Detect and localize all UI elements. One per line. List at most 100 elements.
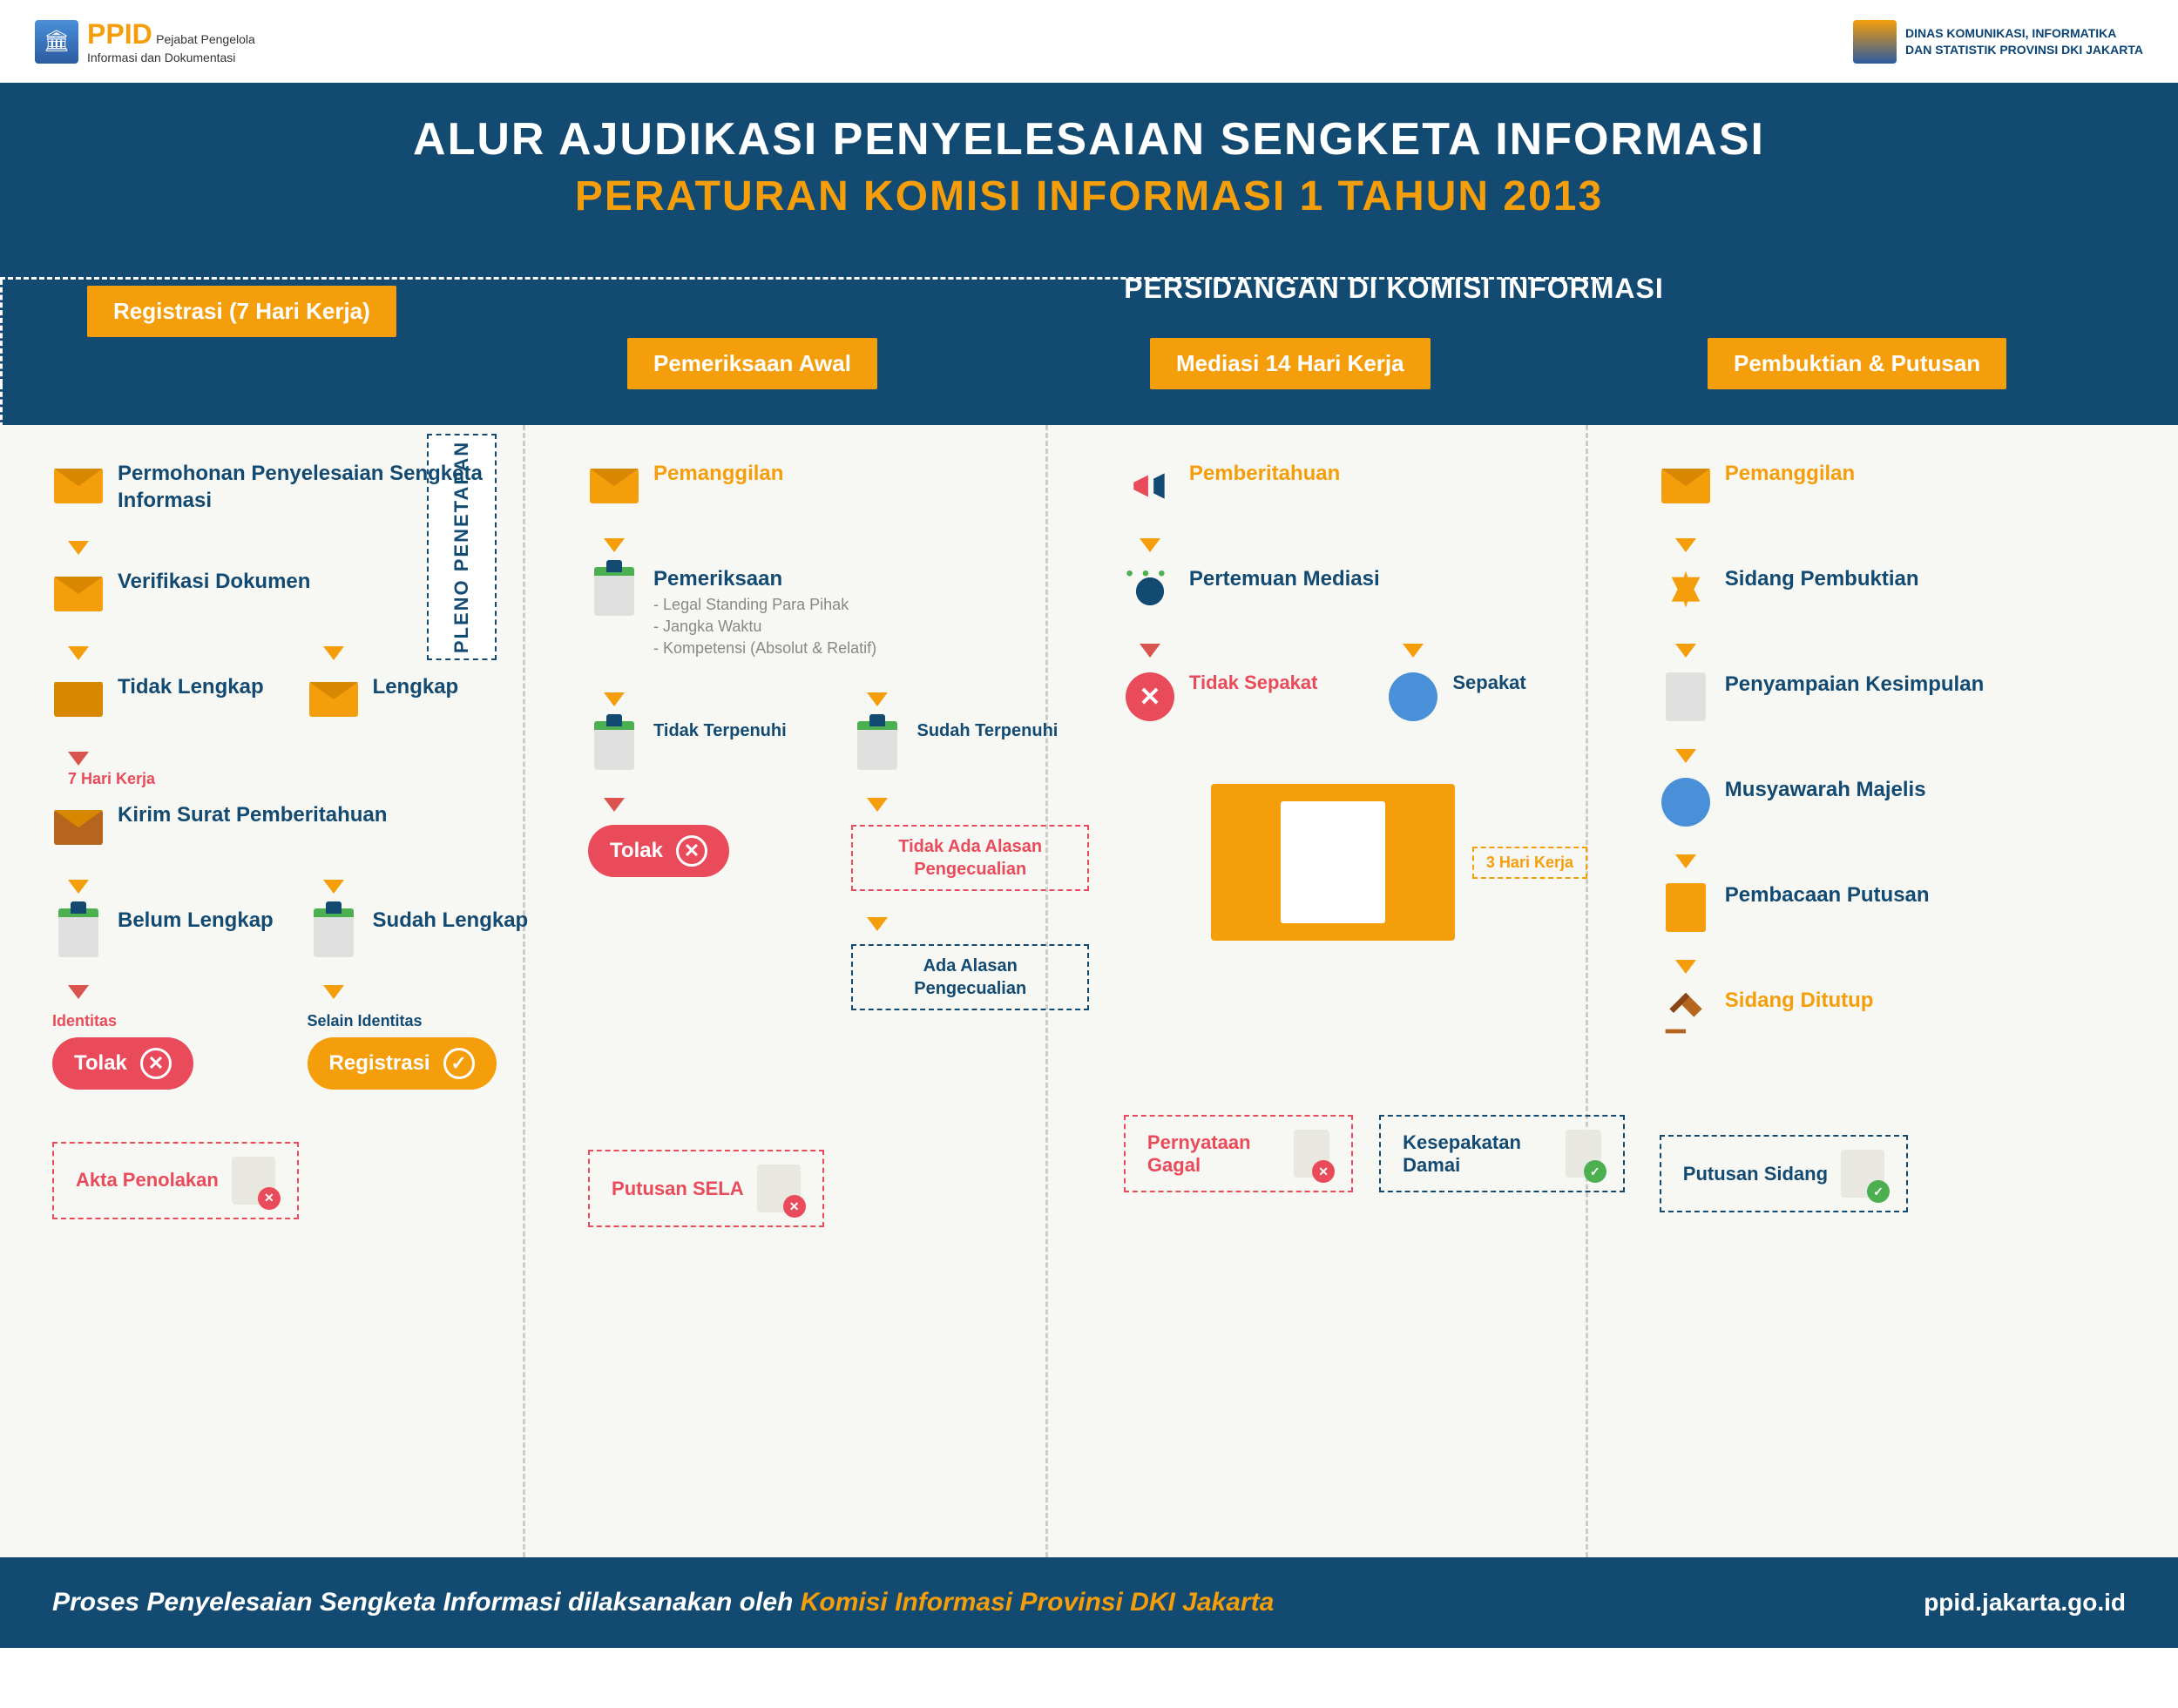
x-circle-icon: ✕ [140, 1048, 172, 1079]
c2-sub1: - Legal Standing Para Pihak [653, 596, 876, 614]
reject-dot-icon: ✕ [783, 1195, 806, 1218]
title-line2: PERATURAN KOMISI INFORMASI 1 TAHUN 2013 [17, 172, 2161, 220]
clipboard-check-icon [851, 719, 903, 772]
box-tidak-ada-alasan: Tidak Ada Alasan Pengecualian [851, 825, 1088, 891]
c1-s4: Kirim Surat Pemberitahuan [118, 801, 387, 828]
c3-s3b: Sepakat [1452, 671, 1525, 696]
c1-s1: Permohonan Penyelesaian Sengketa Informa… [118, 460, 536, 514]
document-icon: ✕ [1294, 1130, 1329, 1178]
arrow-down-icon [604, 538, 625, 552]
c2-sub3: - Kompetensi (Absolut & Relatif) [653, 639, 876, 658]
document-icon: ✕ [232, 1157, 275, 1205]
brand-sub1: Pejabat Pengelola [156, 32, 255, 46]
clipboard-check-icon [308, 907, 360, 959]
c1-s3a: Tidak Lengkap [118, 673, 264, 700]
arrow-down-icon [1140, 538, 1160, 552]
c1-s5a: Belum Lengkap [118, 907, 274, 934]
arrow-down-icon [1675, 854, 1696, 868]
arrow-down-icon [867, 798, 888, 812]
x-circle-icon: ✕ [676, 835, 707, 867]
tolak-pill: Tolak✕ [588, 825, 729, 877]
arrow-down-icon [323, 985, 344, 999]
box-ada-alasan: Ada Alasan Pengecualian [851, 944, 1088, 1010]
note-7hari: 7 Hari Kerja [68, 770, 281, 788]
c4-s4: Musyawarah Majelis [1725, 776, 1926, 803]
accept-dot-icon: ✓ [1584, 1160, 1606, 1183]
arrow-down-icon [1675, 538, 1696, 552]
brand-name: PPID [87, 18, 152, 50]
arrow-down-icon [1675, 749, 1696, 763]
arrow-down-icon [1675, 644, 1696, 658]
footer-text: Proses Penyelesaian Sengketa Informasi d… [52, 1588, 1274, 1617]
clipboard-x-icon [52, 907, 105, 959]
logo-right: DINAS KOMUNIKASI, INFORMATIKA DAN STATIS… [1853, 20, 2143, 64]
col2-label: Pemeriksaan Awal [627, 338, 877, 389]
tolak-pill: Tolak✕ [52, 1037, 193, 1090]
reject-dot-icon: ✕ [1312, 1160, 1335, 1183]
title-line1: ALUR AJUDIKASI PENYELESAIAN SENGKETA INF… [17, 113, 2161, 165]
selain-identitas-label: Selain Identitas [308, 1012, 537, 1030]
arrow-down-icon [68, 752, 89, 766]
c3-s2: Pertemuan Mediasi [1189, 565, 1380, 592]
clipboard-icon [588, 565, 640, 618]
c2-s2: Pemeriksaan [653, 565, 876, 592]
document-lines-icon [1660, 671, 1712, 723]
arrow-down-icon [1675, 960, 1696, 974]
output-pernyataan-gagal: Pernyataan Gagal ✕ [1124, 1115, 1353, 1192]
c4-s3: Penyampaian Kesimpulan [1725, 671, 1984, 698]
c4-s1: Pemanggilan [1725, 460, 1855, 487]
registrasi-pill: Registrasi✓ [308, 1037, 497, 1090]
header-top: 🏛 PPID Pejabat Pengelola Informasi dan D… [0, 0, 2178, 83]
arrow-down-icon [323, 880, 344, 894]
document-read-icon [1660, 881, 1712, 934]
dept-line2: DAN STATISTIK PROVINSI DKI JAKARTA [1905, 42, 2143, 57]
column-registrasi: Permohonan Penyelesaian Sengketa Informa… [52, 460, 536, 1227]
megaphone-icon [1124, 460, 1176, 512]
arrow-down-icon [323, 646, 344, 660]
output-putusan-sidang: Putusan Sidang ✓ [1660, 1135, 1908, 1212]
meeting-icon [1124, 565, 1176, 618]
envelope-doc-icon [52, 460, 105, 512]
title-banner: ALUR AJUDIKASI PENYELESAIAN SENGKETA INF… [0, 83, 2178, 251]
footer-url: ppid.jakarta.go.id [1924, 1589, 2126, 1617]
envelope-x-icon [52, 673, 105, 726]
person-icon [1660, 776, 1712, 828]
logo-left: 🏛 PPID Pejabat Pengelola Informasi dan D… [35, 17, 255, 65]
arrow-down-icon [867, 692, 888, 706]
dept-line1: DINAS KOMUNIKASI, INFORMATIKA [1905, 25, 2143, 41]
output-putusan-sela: Putusan SELA ✕ [588, 1150, 824, 1227]
gavel-icon [1660, 987, 1712, 1039]
arrow-down-icon [1140, 644, 1160, 658]
c2-s3b: Sudah Terpenuhi [917, 719, 1058, 742]
jakarta-emblem-icon: 🏛 [35, 20, 78, 64]
reject-dot-icon: ✕ [258, 1187, 281, 1210]
document-icon: ✕ [757, 1165, 801, 1212]
output-kesepakatan-damai: Kesepakatan Damai ✓ [1379, 1115, 1625, 1192]
c4-s2: Sidang Pembuktian [1725, 565, 1919, 592]
arrow-down-icon [604, 798, 625, 812]
c1-s3b: Lengkap [373, 673, 459, 700]
c2-sub2: - Jangka Waktu [653, 618, 876, 636]
clipboard-x-icon [588, 719, 640, 772]
column-mediasi: Pemberitahuan Pertemuan Mediasi ✕ Tidak S… [1124, 460, 1625, 1227]
col1-label: Registrasi (7 Hari Kerja) [87, 286, 396, 337]
output-akta-penolakan: Akta Penolakan ✕ [52, 1142, 299, 1219]
c2-s3a: Tidak Terpenuhi [653, 719, 787, 742]
envelope-check-icon [52, 568, 105, 620]
envelope-icon [588, 460, 640, 512]
handshake-icon [1387, 671, 1439, 723]
document-icon: ✓ [1841, 1150, 1884, 1198]
c1-s2: Verifikasi Dokumen [118, 568, 310, 595]
check-circle-icon: ✓ [443, 1048, 475, 1079]
identitas-label: Identitas [52, 1012, 281, 1030]
x-circle-icon: ✕ [1124, 671, 1176, 723]
c3-s1: Pemberitahuan [1189, 460, 1340, 487]
section-header: PERSIDANGAN DI KOMISI INFORMASI Registra… [0, 251, 2178, 425]
document-icon: ✓ [1566, 1130, 1601, 1178]
scales-icon [1660, 565, 1712, 618]
envelope-icon [1660, 460, 1712, 512]
arrow-down-icon [867, 917, 888, 931]
arrow-down-icon [68, 646, 89, 660]
c3-s3a: Tidak Sepakat [1189, 671, 1318, 696]
col3-label: Mediasi 14 Hari Kerja [1150, 338, 1431, 389]
